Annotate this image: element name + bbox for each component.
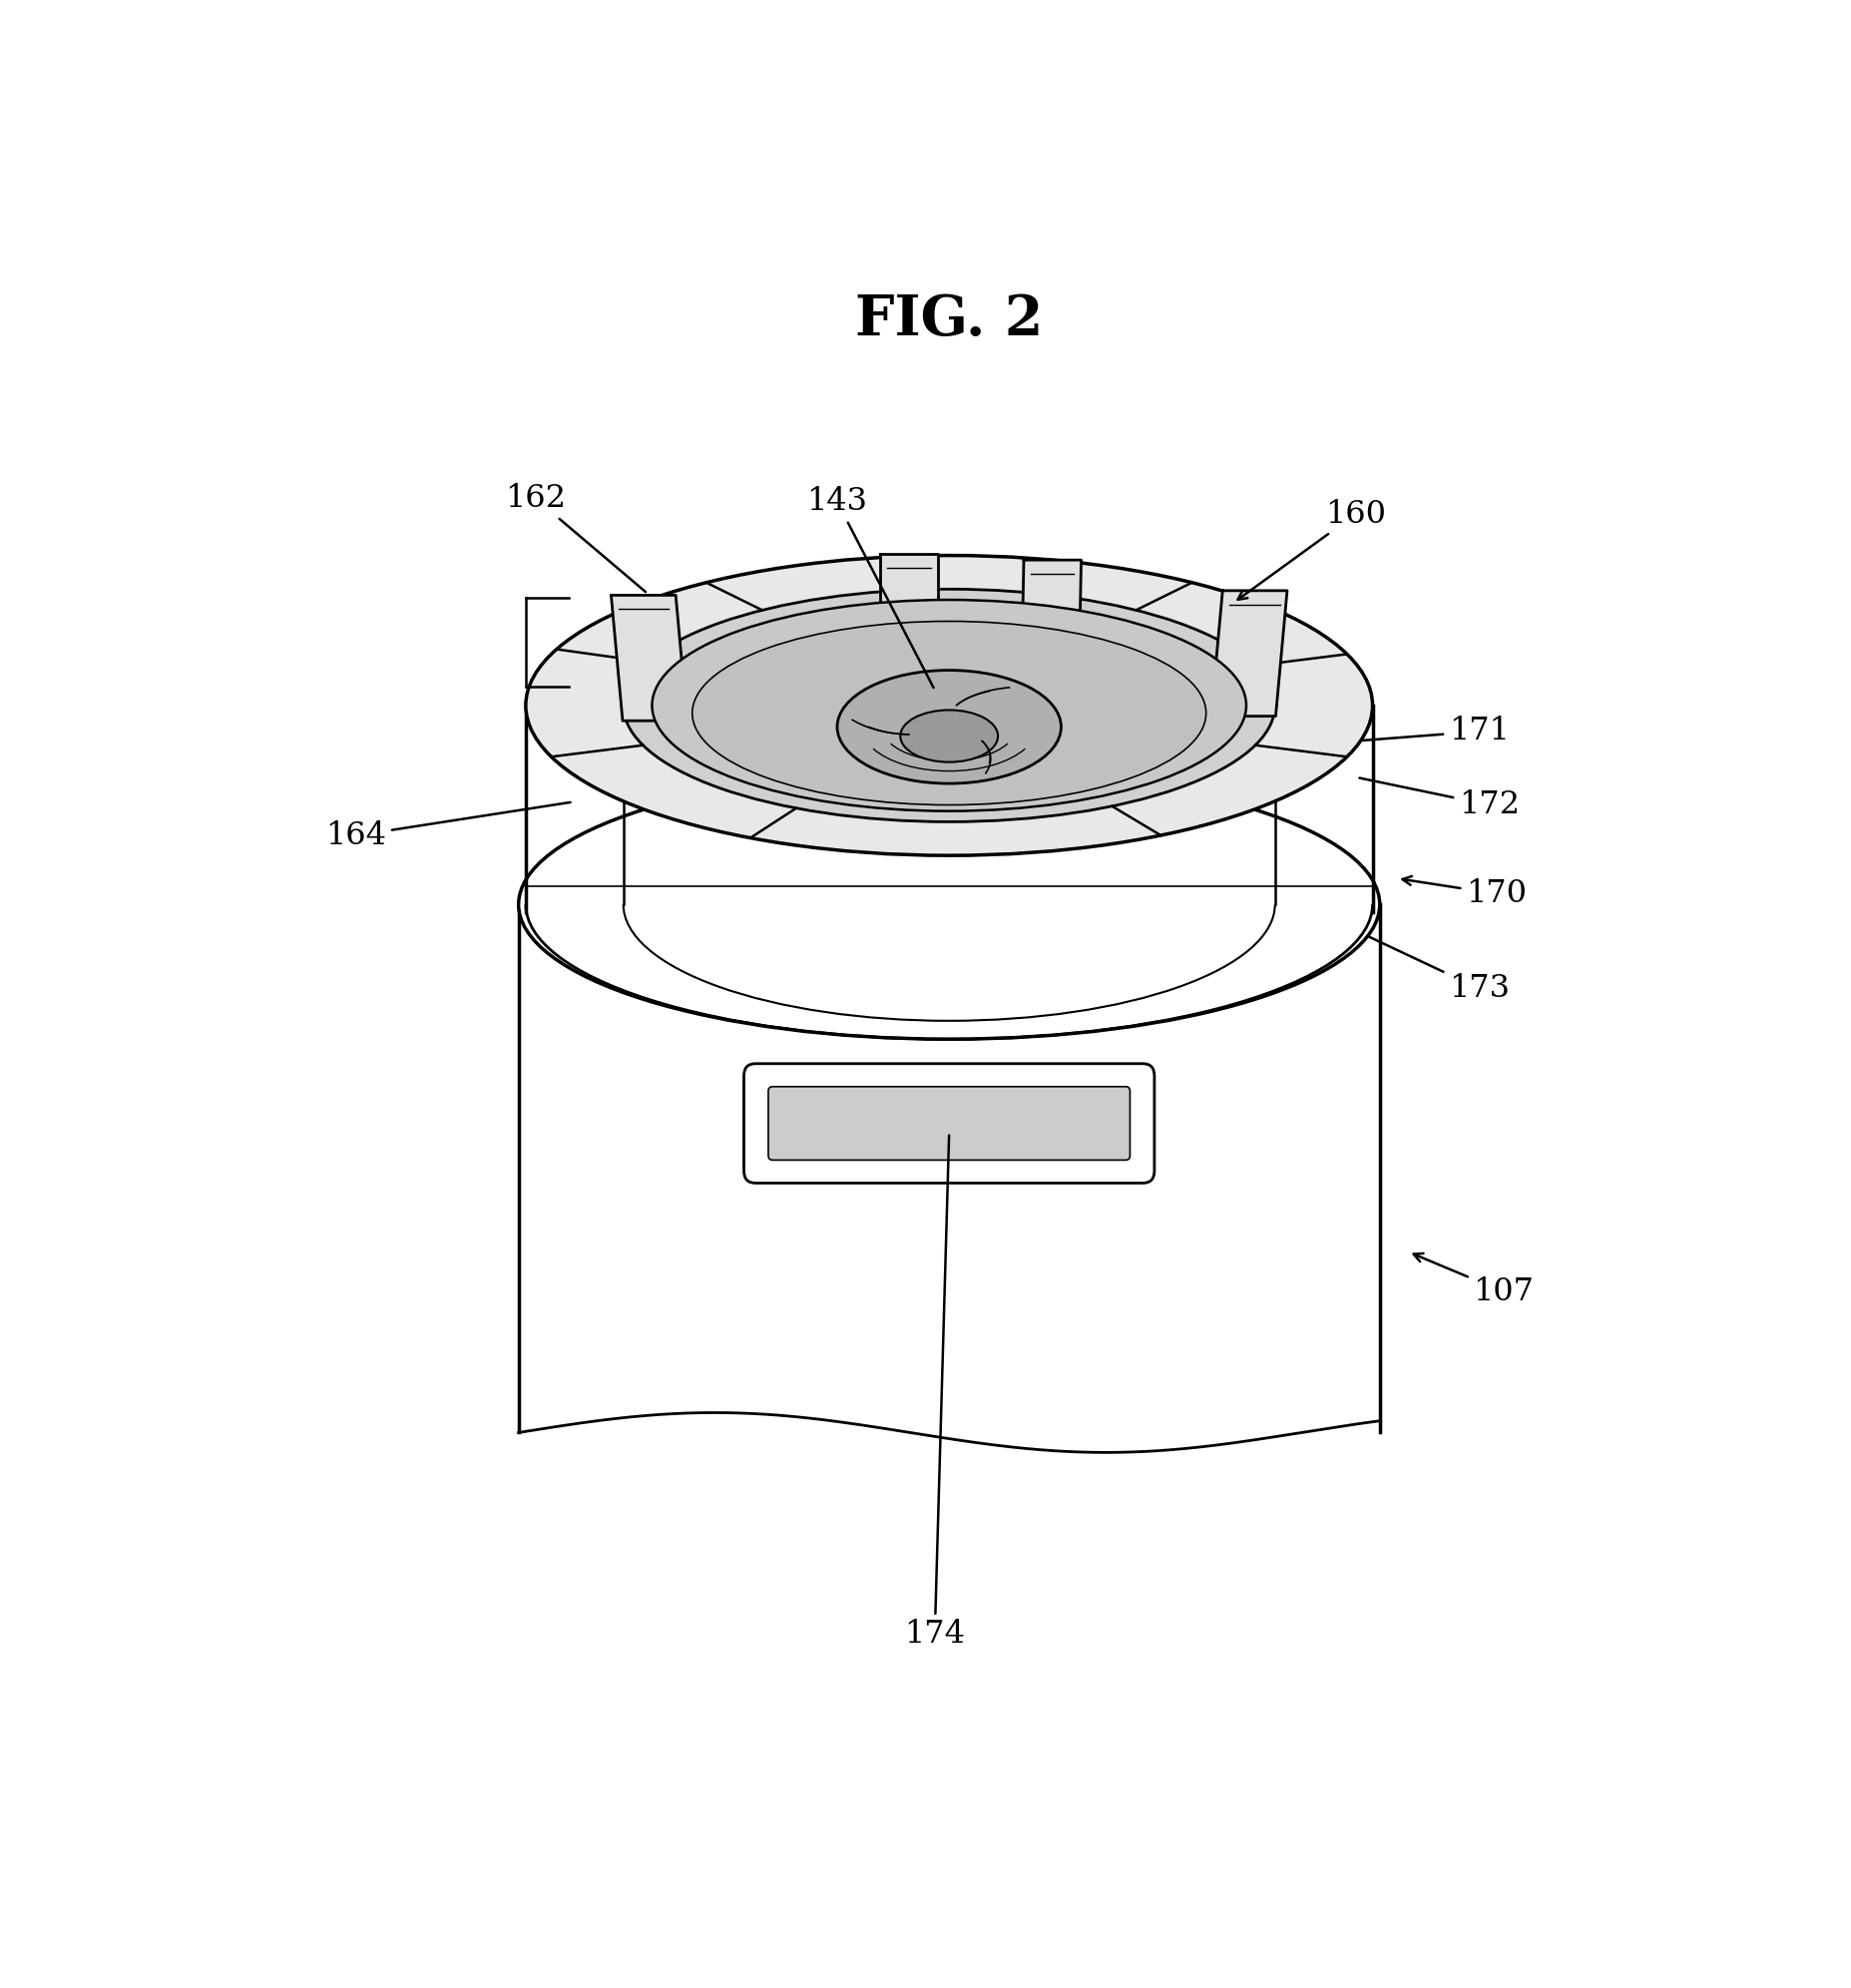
FancyBboxPatch shape	[768, 1087, 1129, 1161]
Text: 162: 162	[505, 483, 646, 592]
Text: 173: 173	[1368, 936, 1509, 1004]
Ellipse shape	[518, 769, 1379, 1040]
Ellipse shape	[652, 600, 1246, 811]
Polygon shape	[611, 594, 687, 722]
FancyBboxPatch shape	[744, 1064, 1153, 1183]
Ellipse shape	[900, 710, 998, 761]
Text: 160: 160	[1236, 499, 1385, 600]
Polygon shape	[1211, 590, 1286, 716]
Text: 143: 143	[807, 487, 933, 688]
Text: 170: 170	[1401, 877, 1525, 909]
Text: 171: 171	[1362, 716, 1509, 747]
Ellipse shape	[624, 588, 1273, 821]
Ellipse shape	[526, 555, 1372, 855]
Text: 174: 174	[903, 1135, 964, 1650]
Polygon shape	[879, 555, 937, 702]
Polygon shape	[1020, 561, 1081, 706]
Text: 164: 164	[326, 803, 570, 851]
Ellipse shape	[837, 670, 1061, 783]
Text: 172: 172	[1359, 777, 1518, 821]
Text: FIG. 2: FIG. 2	[855, 292, 1042, 348]
Ellipse shape	[692, 622, 1205, 805]
Text: 107: 107	[1412, 1252, 1533, 1308]
